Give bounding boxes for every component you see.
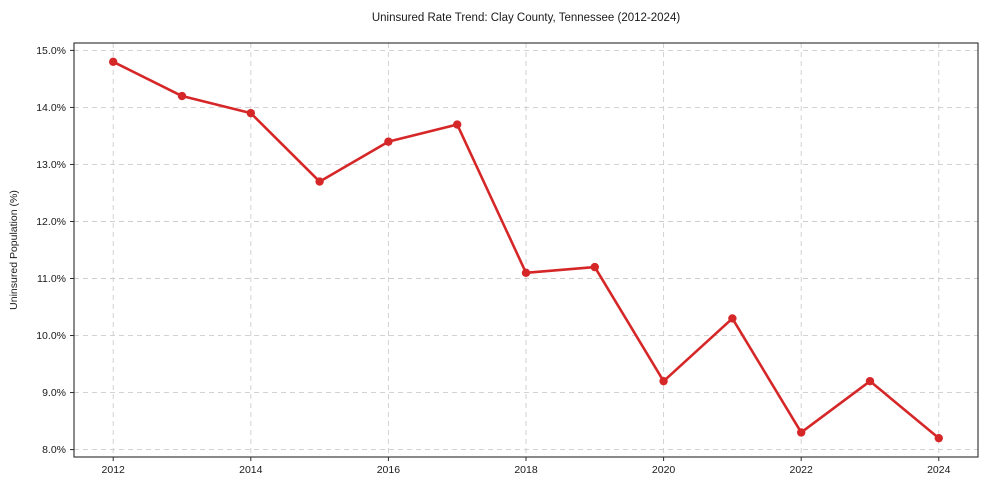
x-tick-label-2016: 2016 [377, 464, 401, 476]
data-point-2018 [521, 268, 531, 278]
data-point-2016 [384, 137, 393, 146]
x-tick-label-2012: 2012 [102, 464, 126, 476]
data-point-2013 [177, 91, 187, 101]
x-tick-label-2024: 2024 [927, 464, 951, 476]
x-tick-label-2018: 2018 [514, 464, 538, 476]
y-tick-label-13: 13.0% [36, 159, 66, 171]
y-tick-label-14: 14.0% [36, 102, 66, 114]
data-point-2023 [865, 376, 875, 386]
data-point-2021 [728, 314, 737, 323]
data-point-2022 [796, 428, 806, 437]
y-tick-label-10: 10.0% [36, 330, 66, 342]
data-point-2015 [315, 177, 324, 186]
y-tick-label-12: 12.0% [36, 216, 66, 228]
x-tick-label-2020: 2020 [652, 464, 676, 476]
x-tick-label-2022: 2022 [790, 464, 814, 476]
data-point-2014 [246, 108, 256, 118]
y-axis-label: Uninsured Population (%) [8, 190, 20, 310]
y-tick-label-9: 9.0% [42, 387, 66, 399]
data-point-2024 [934, 433, 943, 443]
data-point-2017 [453, 120, 462, 129]
y-tick-label-11: 11.0% [37, 273, 66, 285]
data-point-2019 [590, 262, 599, 272]
chart-title: Uninsured Rate Trend: Clay County, Tenne… [372, 12, 681, 24]
series-layer [109, 57, 943, 443]
y-tick-label-15: 15.0% [36, 45, 66, 57]
tick-layer: 8.0% 9.0% 10.0% 11.0% 12.0% 13.0% 14.0% 15.0% 20… [36, 45, 950, 476]
x-tick-label-2014: 2014 [239, 464, 263, 476]
data-point-2020 [659, 376, 668, 386]
data-point-2012 [109, 57, 118, 67]
y-tick-label-8: 8.0% [42, 444, 66, 456]
grid-layer [74, 43, 978, 457]
